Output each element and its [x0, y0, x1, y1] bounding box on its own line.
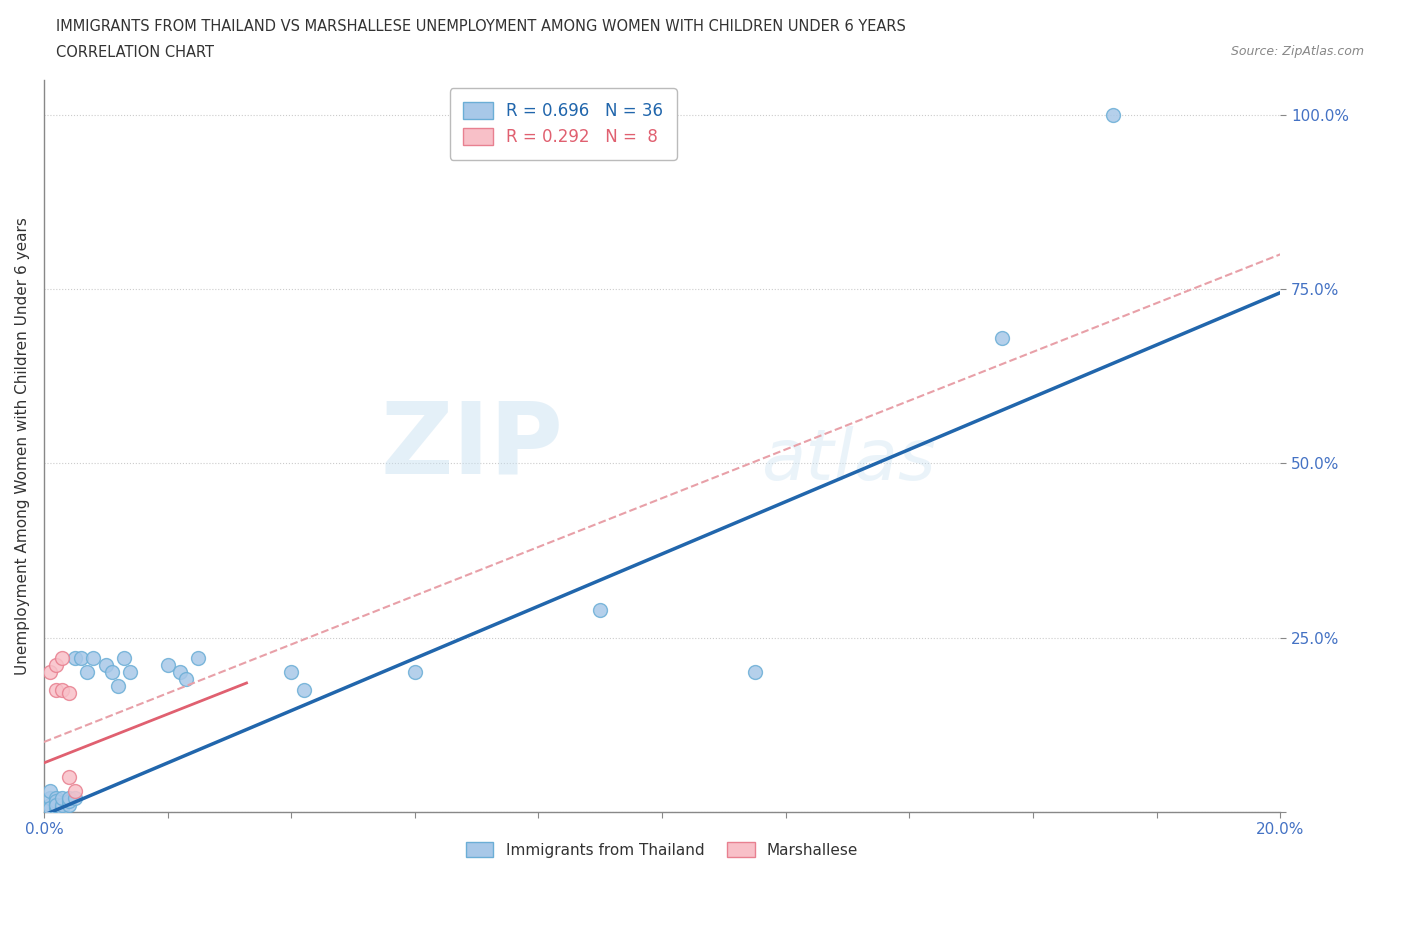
Point [58, 769, 80, 784]
Point [404, 665, 426, 680]
Point [39, 783, 62, 798]
Point [58, 685, 80, 700]
Point [1102, 108, 1125, 123]
Point [45, 794, 67, 809]
Point [156, 658, 179, 672]
Text: Source: ZipAtlas.com: Source: ZipAtlas.com [1230, 45, 1364, 58]
Point [94, 658, 117, 672]
Point [70, 651, 93, 666]
Point [187, 651, 209, 666]
Point [45, 801, 67, 816]
Point [174, 671, 197, 686]
Legend: Immigrants from Thailand, Marshallese: Immigrants from Thailand, Marshallese [454, 830, 870, 870]
Text: CORRELATION CHART: CORRELATION CHART [56, 45, 214, 60]
Point [280, 665, 302, 680]
Point [58, 794, 80, 809]
Text: ZIP: ZIP [381, 397, 564, 495]
Point [45, 797, 67, 812]
Point [292, 683, 315, 698]
Point [58, 790, 80, 805]
Point [51, 651, 73, 666]
Point [39, 797, 62, 812]
Point [76, 665, 98, 680]
Point [589, 603, 612, 618]
Point [991, 330, 1014, 345]
Text: IMMIGRANTS FROM THAILAND VS MARSHALLESE UNEMPLOYMENT AMONG WOMEN WITH CHILDREN U: IMMIGRANTS FROM THAILAND VS MARSHALLESE … [56, 19, 905, 33]
Point [107, 679, 129, 694]
Point [63, 783, 86, 798]
Point [39, 665, 62, 680]
Point [58, 797, 80, 812]
Point [39, 790, 62, 805]
Point [63, 651, 86, 666]
Y-axis label: Unemployment Among Women with Children Under 6 years: Unemployment Among Women with Children U… [15, 217, 30, 675]
Point [51, 683, 73, 698]
Text: atlas: atlas [761, 426, 935, 495]
Point [51, 797, 73, 812]
Point [169, 665, 191, 680]
Point [45, 797, 67, 812]
Point [39, 801, 62, 816]
Point [744, 665, 766, 680]
Point [120, 665, 142, 680]
Point [51, 790, 73, 805]
Point [45, 683, 67, 698]
Point [45, 658, 67, 672]
Point [112, 651, 135, 666]
Point [51, 801, 73, 816]
Point [82, 651, 104, 666]
Point [101, 665, 124, 680]
Point [63, 790, 86, 805]
Point [45, 790, 67, 805]
